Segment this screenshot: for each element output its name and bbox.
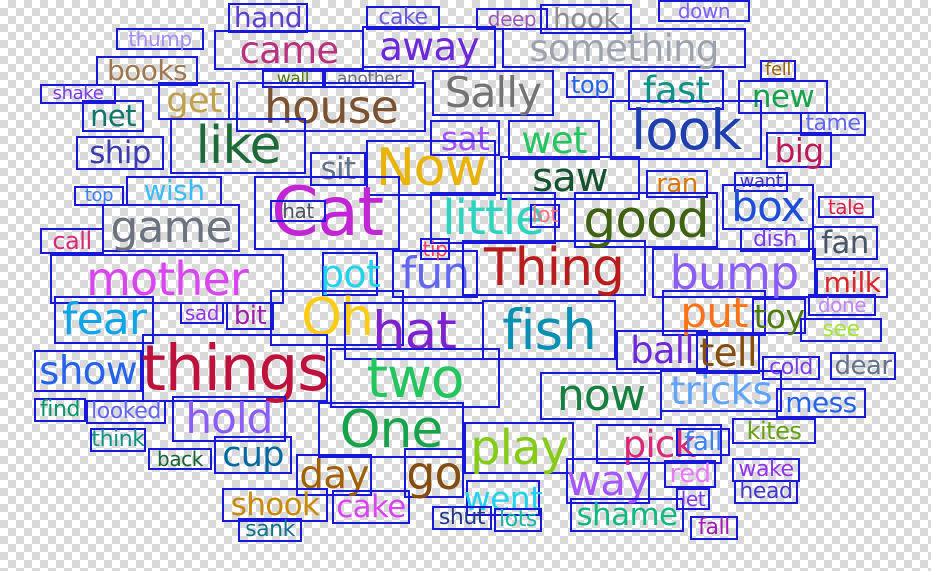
cloud-word: top (74, 186, 124, 206)
cloud-word: show (34, 350, 142, 392)
cloud-word: came (214, 30, 364, 70)
cloud-word: kites (732, 418, 816, 444)
cloud-word: things (141, 331, 330, 405)
cloud-word: big (766, 132, 832, 168)
cloud-word: now (540, 372, 662, 420)
cloud-word: new (738, 80, 828, 114)
cloud-word: find (34, 398, 86, 422)
cloud-word: ball (616, 330, 708, 370)
cloud-word: shook (222, 488, 328, 522)
cloud-word: hold (172, 396, 286, 442)
cloud-word: two (330, 348, 500, 408)
cloud-word: wet (508, 120, 600, 160)
cloud-word: fall (690, 516, 738, 540)
cloud-word: Sally (432, 70, 554, 116)
cloud-word: Cat (254, 176, 400, 250)
cloud-word: red (664, 460, 716, 488)
cloud-word: pick (596, 424, 722, 464)
cloud-word: want (734, 172, 788, 192)
cloud-word: cake (366, 6, 440, 30)
cloud-word: sit (310, 152, 366, 186)
cloud-word: game (102, 204, 240, 252)
cloud-word: way (566, 456, 650, 505)
cloud-word: cold (762, 356, 820, 380)
cloud-word: get (158, 82, 230, 120)
cloud-word: pot (320, 252, 381, 296)
cloud-word: fan (812, 226, 878, 260)
cloud-word: fast (628, 70, 724, 110)
cloud-word: lots (494, 508, 542, 532)
cloud-word: books (96, 56, 198, 86)
cloud-word: tip (420, 238, 450, 260)
cloud-word: hand (228, 3, 308, 33)
cloud-word: think (90, 427, 146, 452)
cloud-word: something (502, 28, 746, 68)
cloud-word: house (236, 82, 426, 132)
cloud-word: look (610, 100, 762, 160)
cloud-word: tale (818, 196, 874, 218)
cloud-word: One (318, 402, 464, 458)
cloud-word: hook (540, 4, 632, 34)
cloud-word: bump (652, 248, 816, 298)
cloud-word: net (82, 100, 144, 132)
cloud-word: sad (180, 302, 224, 324)
cloud-word: dish (740, 228, 810, 252)
cloud-word: call (40, 228, 104, 254)
cloud-word: tame (800, 112, 866, 136)
cloud-word: mother (50, 254, 284, 304)
cloud-word: dear (830, 352, 896, 380)
cloud-word: head (734, 480, 798, 504)
cloud-word: hat (270, 200, 326, 222)
cloud-word: good (574, 192, 718, 248)
cloud-word: ship (76, 136, 164, 170)
cloud-word: cake (332, 490, 410, 524)
cloud-word: day (296, 454, 372, 496)
cloud-word: fall (676, 428, 730, 456)
cloud-word: shut (432, 506, 492, 530)
cloud-word: fell (760, 60, 796, 80)
cloud-word: little (430, 192, 556, 244)
cloud-word: shame (570, 498, 684, 532)
cloud-word: box (722, 184, 814, 230)
cloud-word: back (148, 448, 212, 470)
cloud-word: saw (500, 156, 640, 200)
cloud-word: tricks (660, 370, 782, 412)
cloud-word: lot (530, 203, 560, 228)
cloud-word: looked (86, 400, 166, 424)
cloud-word: sank (238, 518, 302, 542)
cloud-word: done (808, 294, 876, 316)
cloud-word: milk (816, 268, 888, 298)
cloud-word: play (464, 422, 574, 474)
cloud-word: toy (752, 296, 806, 336)
cloud-word: mess (776, 388, 866, 418)
cloud-word: down (658, 0, 750, 22)
cloud-word: thump (116, 28, 204, 50)
cloud-word: put (662, 290, 766, 336)
cloud-word: away (362, 26, 496, 68)
cloud-word: like (170, 118, 306, 174)
cloud-word: fun (392, 250, 478, 298)
cloud-word: go (404, 448, 464, 498)
cloud-word: fear (54, 296, 154, 344)
cloud-word: top (566, 72, 614, 98)
cloud-word: bit (226, 302, 274, 330)
cloud-word: see (800, 318, 882, 342)
cloud-word: tell (696, 332, 760, 374)
cloud-word: fish (482, 300, 616, 360)
cloud-word: let (676, 488, 710, 510)
cloud-word: Thing (462, 240, 646, 296)
cloud-word: sat (430, 120, 500, 156)
cloud-word: cup (214, 436, 292, 474)
cloud-word: shake (40, 84, 116, 104)
